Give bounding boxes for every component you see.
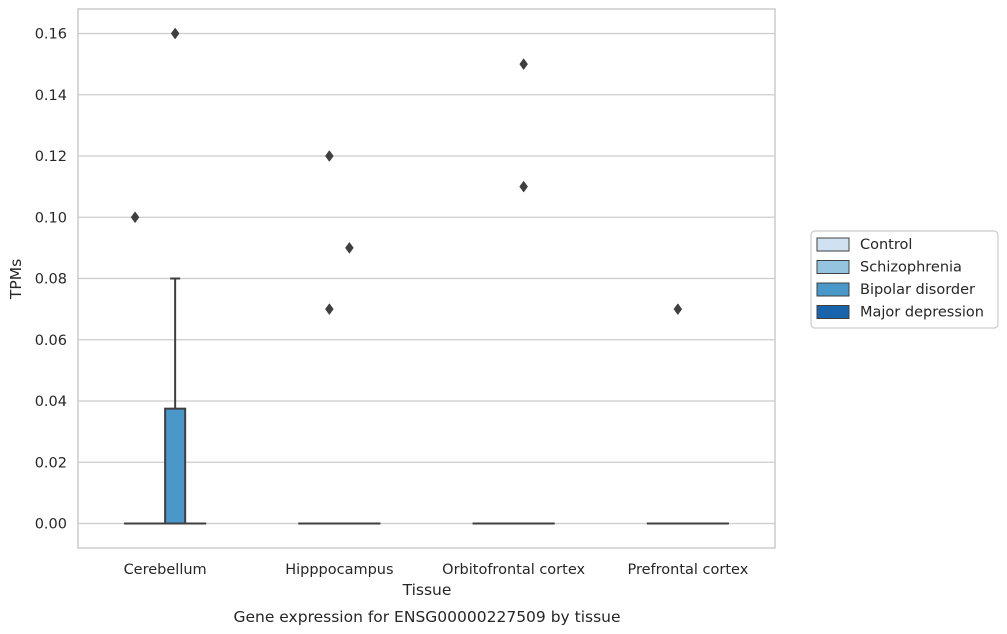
box [164,407,187,525]
y-tick-label: 0.04 [35,394,67,410]
legend-frame [810,230,999,329]
legend-label: Control [860,237,912,253]
box-plots [124,27,729,525]
outlier-point [170,27,180,40]
legend-label: Major depression [860,305,984,321]
y-axis-label: TPMs [7,259,25,300]
y-tick-labels: 0.00 0.02 0.04 0.06 0.08 0.10 0.12 0.14 0.16 [35,27,67,533]
y-tick-label: 0.12 [35,149,67,165]
outlier-point [130,211,140,224]
x-tick-label: Cerebellum [124,562,207,578]
legend-item: Schizophrenia [816,260,962,276]
legend-swatch [816,282,850,297]
plot-frame [77,8,776,549]
y-tick-label: 0.02 [35,455,67,471]
box-group [512,58,535,525]
legend-item: Control [816,237,912,253]
outlier-point [519,180,528,193]
x-axis-label: Tissue [402,581,452,599]
box-group [164,27,187,525]
outlier-point [519,58,528,71]
box-group [124,211,147,525]
x-tick-labels: Cerebellum Hipppocampus Orbitofrontal cort… [124,562,749,578]
legend-item: Bipolar disorder [816,282,975,298]
box-group [666,303,689,525]
outlier-point [325,150,334,162]
legend-item: Major depression [816,305,984,321]
legend: Control Schizophrenia Bipolar disorder Majo… [810,230,999,329]
outlier-point [673,303,683,316]
y-tick-label: 0.06 [35,333,67,349]
y-tick-label: 0.16 [35,27,67,43]
box-group [318,150,341,525]
legend-swatch [816,260,850,274]
y-tick-label: 0.14 [35,88,67,104]
box-group [338,241,361,525]
x-tick-label: Orbitofrontal cortex [442,562,585,578]
legend-label: Schizophrenia [860,260,962,276]
legend-swatch [816,305,850,319]
grid-lines [78,32,775,525]
x-tick-label: Prefrontal cortex [627,562,748,578]
y-tick-label: 0.00 [35,517,67,533]
outlier-point [325,303,334,316]
x-tick-label: Hipppocampus [285,562,393,578]
chart-caption: Gene expression for ENSG00000227509 by t… [233,608,620,626]
legend-swatch [816,237,850,252]
legend-label: Bipolar disorder [860,282,975,298]
y-tick-label: 0.10 [35,210,67,226]
outlier-point [345,241,354,254]
plot-border [77,8,776,549]
y-tick-label: 0.08 [35,272,67,288]
